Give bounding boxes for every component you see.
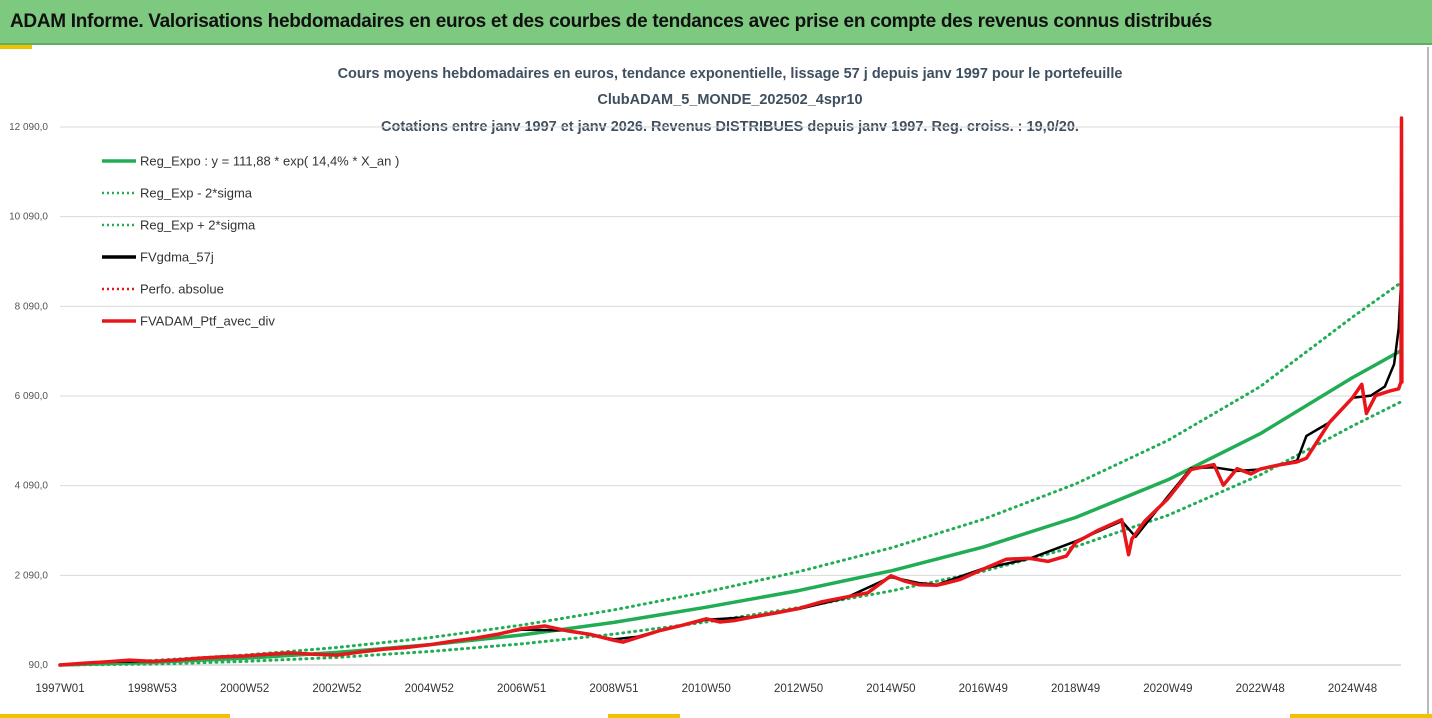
- x-tick-label: 2012W50: [774, 683, 823, 695]
- x-tick-label: 2016W49: [959, 683, 1008, 695]
- legend-label: Reg_Exp + 2*sigma: [140, 218, 256, 233]
- y-tick-label: 4 090,0: [15, 481, 49, 492]
- series-fvgdma-57j: [58, 282, 1403, 667]
- x-tick-label: 2018W49: [1051, 683, 1100, 695]
- series-fvadam-ptf-avec-div: [58, 116, 1404, 667]
- x-tick-label: 1997W01: [35, 683, 84, 695]
- x-tick-label: 1998W53: [128, 683, 177, 695]
- x-tick-label: 2008W51: [589, 683, 638, 695]
- x-tick-label: 2006W51: [497, 683, 546, 695]
- report-title: ADAM Informe. Valorisations hebdomadaire…: [10, 11, 1212, 32]
- x-tick-label: 2010W50: [682, 683, 731, 695]
- series-reg-exp-plus-2sigma: [58, 281, 1403, 667]
- y-tick-label: 2 090,0: [15, 570, 49, 581]
- y-tick-label: 6 090,0: [15, 391, 49, 402]
- chart-title-line-2: ClubADAM_5_MONDE_202502_4spr10: [597, 92, 863, 108]
- series-reg-expo: [58, 348, 1403, 667]
- accent-bar-bottom-1: [0, 714, 230, 718]
- x-tick-label: 2024W48: [1328, 683, 1377, 695]
- chart-title-line-1: Cours moyens hebdomadaires en euros, ten…: [337, 66, 1123, 82]
- y-tick-label: 12 090,0: [9, 122, 48, 133]
- series-reg-exp-minus-2sigma: [58, 400, 1403, 667]
- x-tick-label: 2002W52: [312, 683, 361, 695]
- legend-label: FVADAM_Ptf_avec_div: [140, 314, 275, 329]
- legend-label: Reg_Exp - 2*sigma: [140, 186, 253, 201]
- legend-label: Reg_Expo : y = 111,88 * exp( 14,4% * X_a…: [140, 154, 399, 169]
- x-tick-label: 2022W48: [1236, 683, 1285, 695]
- x-tick-label: 2004W52: [405, 683, 454, 695]
- y-tick-label: 8 090,0: [15, 301, 49, 312]
- y-tick-label: 10 090,0: [9, 212, 48, 223]
- accent-bar-bottom-3: [1290, 714, 1432, 718]
- legend-label: FVgdma_57j: [140, 250, 214, 265]
- header-banner: ADAM Informe. Valorisations hebdomadaire…: [0, 0, 1432, 45]
- legend-label: Perfo. absolue: [140, 282, 224, 297]
- frame-right-border: [1427, 47, 1429, 714]
- x-tick-label: 2020W49: [1143, 683, 1192, 695]
- accent-bar-left: [0, 45, 32, 49]
- y-tick-label: 90,0: [29, 660, 49, 671]
- x-tick-label: 2000W52: [220, 683, 269, 695]
- x-tick-label: 2014W50: [866, 683, 915, 695]
- accent-bar-bottom-2: [608, 714, 680, 718]
